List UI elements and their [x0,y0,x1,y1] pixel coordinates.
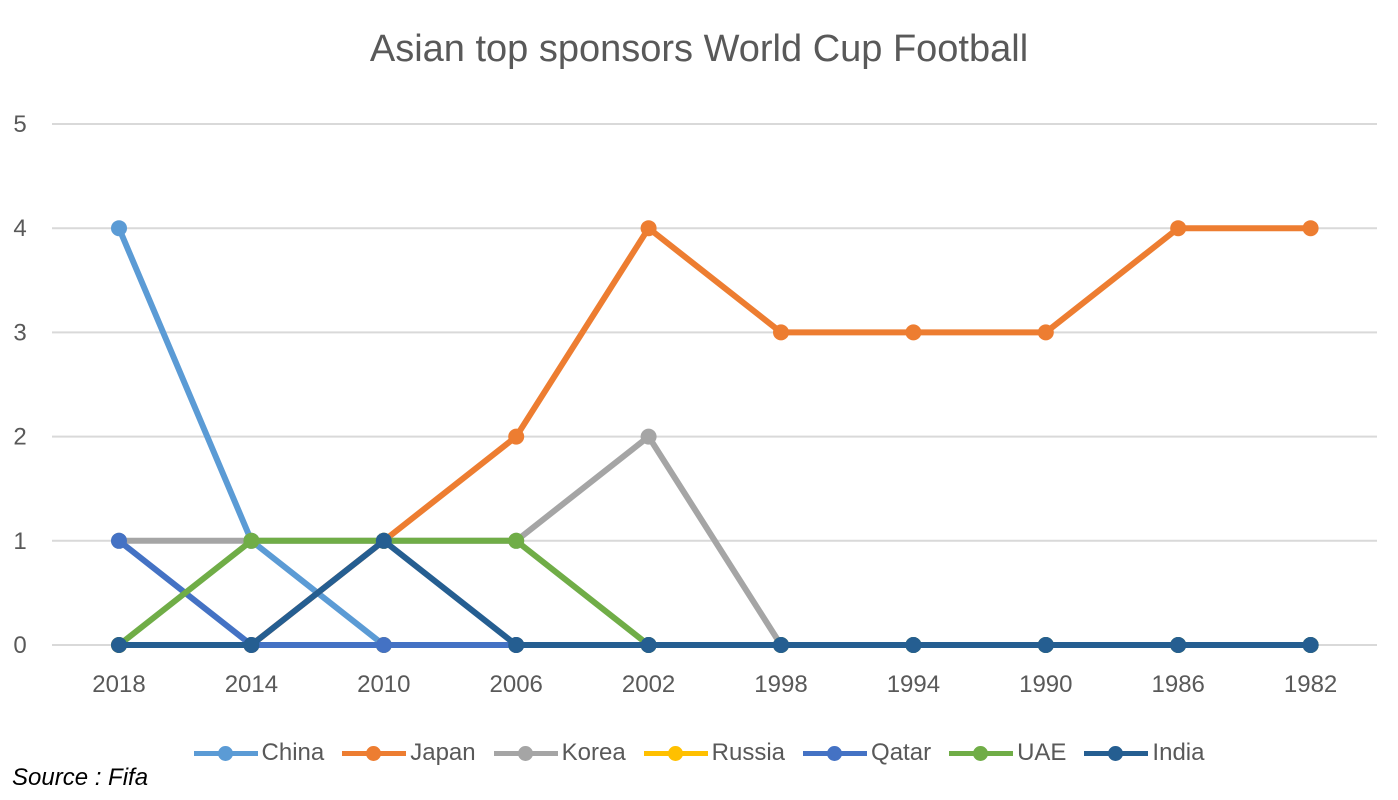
data-point-japan [508,428,525,445]
x-tick-label: 1986 [1152,671,1205,698]
data-point-china [111,220,127,237]
legend-swatch-uae [949,743,1014,763]
legend-item-china: China [193,739,325,767]
legend-item-india: India [1084,739,1204,767]
legend-label: UAE [1017,739,1067,766]
data-point-japan [1302,220,1319,237]
y-axis-ticks: 0 1 2 3 4 5 [13,111,26,659]
data-point-india [508,637,525,653]
data-point-india [1170,637,1187,653]
data-point-uae [508,532,525,549]
data-point-japan [1170,220,1187,237]
legend-item-russia: Russia [643,739,786,767]
legend-swatch-india [1084,743,1149,763]
series-qatar [111,532,1319,653]
data-point-india [640,637,657,653]
legend-label: Russia [711,739,786,766]
legend-item-uae: UAE [949,739,1066,767]
data-point-uae [243,532,260,549]
y-tick-label: 5 [13,111,26,138]
data-point-india [375,532,392,549]
chart-title: Asian top sponsors World Cup Football [369,28,1029,70]
legend: China Japan Korea Russia Qatar UAE India [0,733,1398,773]
data-point-india [773,637,789,653]
y-tick-label: 2 [13,424,26,451]
x-tick-label: 1994 [887,671,940,698]
data-point-korea [640,428,657,445]
legend-swatch-korea [493,743,558,763]
legend-label: India [1152,739,1205,766]
x-tick-label: 2002 [622,671,675,698]
data-point-india [1037,637,1054,653]
data-point-india [905,637,922,653]
legend-item-japan: Japan [342,739,476,767]
series-uae [111,532,1319,653]
series-india [111,532,1319,653]
x-tick-label: 2014 [225,671,278,698]
x-tick-label: 2006 [490,671,543,698]
y-tick-label: 1 [13,528,26,555]
data-point-qatar [375,637,392,653]
y-tick-label: 4 [13,215,26,242]
data-point-india [243,637,260,653]
legend-label: China [261,739,325,766]
y-tick-label: 3 [13,319,26,346]
legend-label: Japan [410,739,476,766]
legend-swatch-qatar [803,743,868,763]
data-point-japan [640,220,657,237]
series-line-uae [116,537,1314,648]
series-line-india [116,537,1314,648]
series-line-qatar [116,537,1314,648]
legend-swatch-russia [643,743,708,763]
y-tick-label: 0 [13,632,26,659]
data-point-india [1302,637,1319,653]
x-tick-label: 1998 [754,671,807,698]
x-tick-label: 2018 [92,671,145,698]
legend-label: Korea [561,739,626,766]
legend-swatch-japan [342,743,407,763]
legend-item-qatar: Qatar [803,739,931,767]
x-tick-label: 2010 [357,671,410,698]
x-tick-label: 1990 [1019,671,1072,698]
source-note: Source : Fifa [12,764,149,791]
legend-item-korea: Korea [493,739,626,767]
data-point-qatar [111,532,127,549]
x-axis-ticks: 2018 2014 2010 2006 2002 1998 1994 1990 1986 1982 [92,671,1337,698]
legend-label: Qatar [871,739,932,766]
legend-swatch-china [193,743,258,763]
data-point-japan [773,324,789,341]
data-point-japan [1037,324,1054,341]
x-tick-label: 1982 [1284,671,1337,698]
data-point-india [111,637,127,653]
data-point-japan [905,324,922,341]
gridlines [52,123,1377,646]
series-lines [111,220,1319,653]
